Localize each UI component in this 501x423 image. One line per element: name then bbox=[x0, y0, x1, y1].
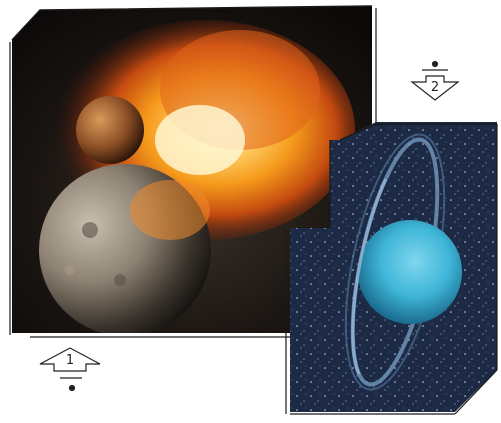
planetary-collision-image bbox=[12, 6, 372, 333]
marker-two-label: 2 bbox=[430, 80, 440, 95]
planet-frame bbox=[339, 123, 497, 141]
marker-one-arrow bbox=[39, 347, 101, 392]
ringed-planet-image bbox=[290, 122, 497, 412]
collision-frame bbox=[11, 5, 373, 41]
marker-two-arrow bbox=[410, 60, 460, 101]
marker-one-label: 1 bbox=[65, 353, 75, 368]
